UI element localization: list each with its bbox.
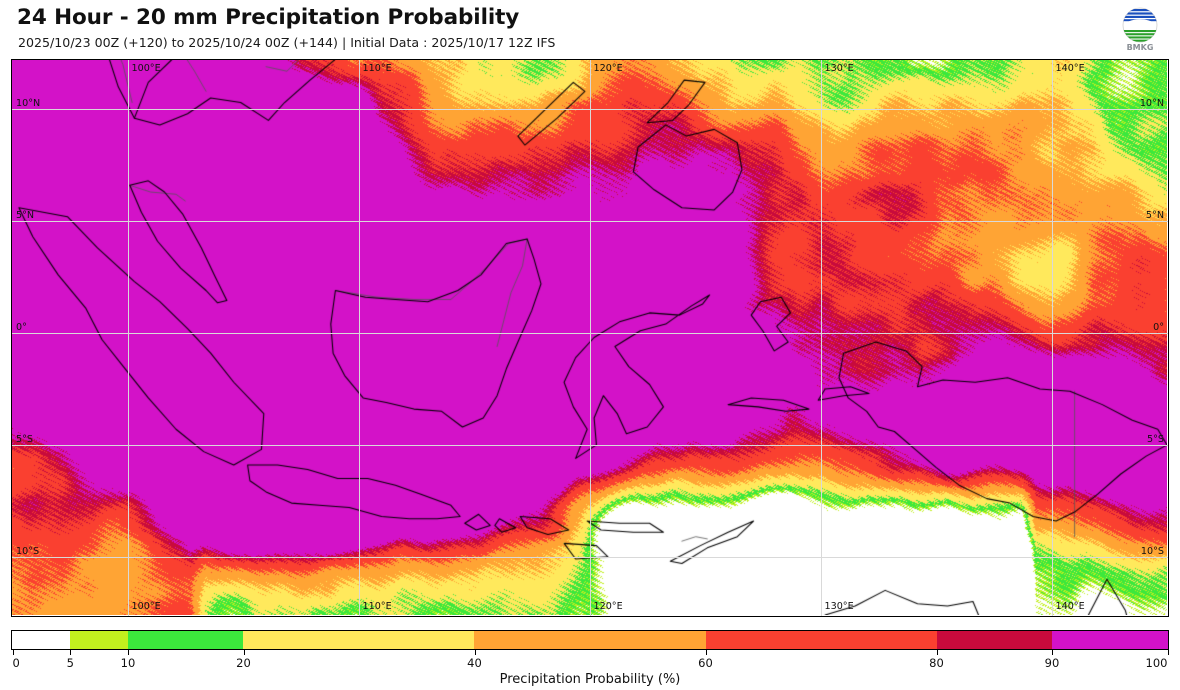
colorbar-tick: [243, 650, 245, 655]
colorbar-segment: [12, 631, 70, 649]
colorbar-tick-label: 100: [1145, 656, 1168, 670]
colorbar-segment: [69, 631, 128, 649]
header: 24 Hour - 20 mm Precipitation Probabilit…: [0, 0, 1180, 58]
colorbar-ticks: 0 5 10 20 40 60 80 90 100: [11, 650, 1169, 670]
colorbar-tick: [1052, 650, 1053, 655]
colorbar-segment: [127, 631, 244, 649]
colorbar-tick-label: 90: [1044, 656, 1060, 670]
colorbar-segment: [705, 631, 937, 649]
colorbar: 0 5 10 20 40 60 80 90 100 Precipitation Probabil…: [11, 630, 1169, 688]
colorbar-tick-label: 5: [66, 656, 74, 670]
colorbar-segment: [474, 631, 706, 649]
bmkg-logo: BMKG: [1112, 6, 1168, 52]
colorbar-tick-label: 0: [12, 656, 20, 670]
colorbar-tick-label: 40: [467, 656, 482, 670]
colorbar-tick-label: 10: [120, 656, 136, 670]
colorbar-tick-label: 80: [929, 656, 944, 670]
colorbar-tick-label: 60: [698, 656, 713, 670]
precipitation-heatmap-canvas[interactable]: [12, 60, 1167, 615]
map-plot-area[interactable]: 100°E 100°E 110°E 110°E 120°E 120°E 130°E 130°E…: [11, 59, 1169, 617]
colorbar-tick: [70, 650, 72, 655]
colorbar-tick: [1167, 650, 1169, 655]
colorbar-tick: [128, 650, 129, 655]
bmkg-logo-icon: BMKG: [1122, 7, 1158, 52]
colorbar-tick: [705, 650, 707, 655]
colorbar-tick: [474, 650, 476, 655]
colorbar-tick: [12, 650, 14, 655]
colorbar-tick-label: 20: [236, 656, 251, 670]
bmkg-logo-text: BMKG: [1127, 43, 1154, 52]
page-title: 24 Hour - 20 mm Precipitation Probabilit…: [17, 5, 520, 30]
page-subtitle: 2025/10/23 00Z (+120) to 2025/10/24 00Z …: [18, 35, 556, 50]
colorbar-label: Precipitation Probability (%): [499, 672, 681, 687]
colorbar-tick: [936, 650, 938, 655]
colorbar-gradient: [11, 630, 1169, 650]
colorbar-segment: [1052, 631, 1168, 649]
colorbar-segment: [936, 631, 1053, 649]
colorbar-segment: [243, 631, 475, 649]
